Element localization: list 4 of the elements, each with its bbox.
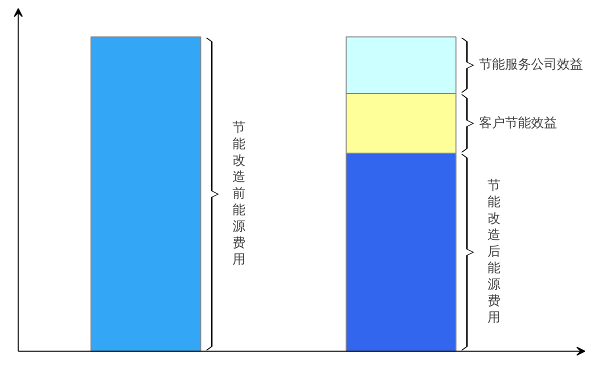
series-label: 节能服务公司效益	[478, 58, 583, 73]
series-label: 客户节能效益	[478, 114, 557, 131]
text: 节能改造前能源费用	[232, 120, 246, 268]
text: 节能改造后能源费用	[488, 178, 501, 326]
